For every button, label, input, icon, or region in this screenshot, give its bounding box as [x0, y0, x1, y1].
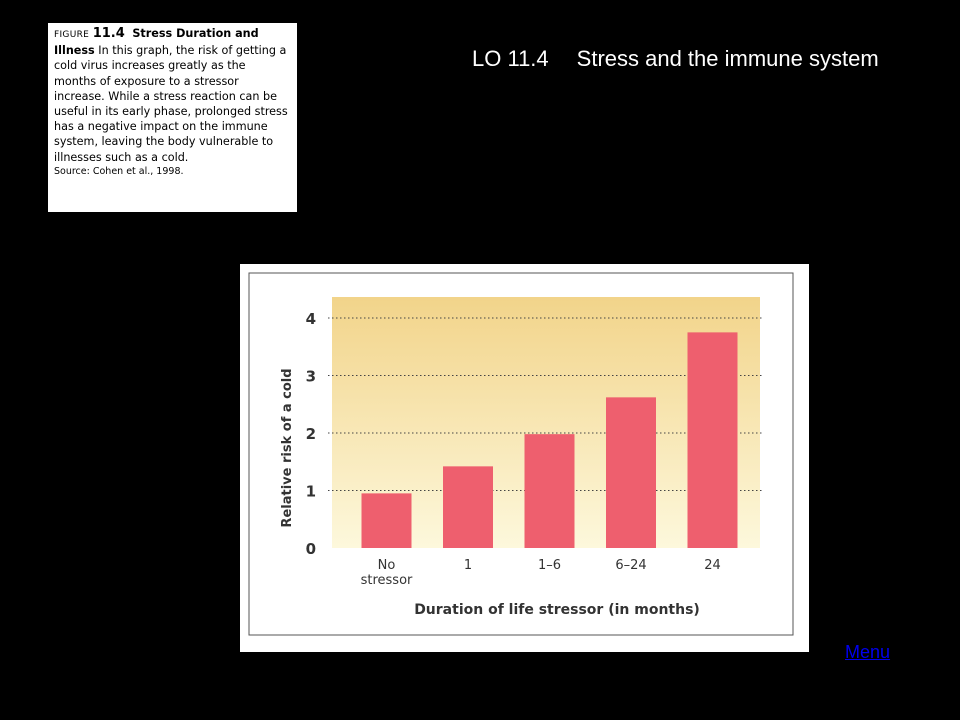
bar-chart: 0 1 2 3 4 No stressor 1 1–6 6–24 24 Relative risk… [248, 272, 794, 636]
menu-link[interactable]: Menu [845, 642, 891, 662]
x-tick-label: No stressor [361, 558, 413, 588]
slide-title-text: Stress and the immune system [576, 46, 879, 71]
y-tick-label: 0 [306, 540, 316, 558]
chart-panel: 0 1 2 3 4 No stressor 1 1–6 6–24 24 Relative risk… [240, 264, 809, 652]
bar [524, 434, 575, 548]
figure-title: Stress Duration and Illness [54, 27, 259, 58]
x-tick-label: 1–6 [538, 558, 561, 573]
x-tick-label: 1 [464, 558, 472, 573]
figure-label: FIGURE [54, 30, 90, 40]
y-tick-label: 4 [306, 310, 316, 328]
slide-title-code: LO 11.4 [472, 46, 549, 71]
x-tick-label: 24 [704, 558, 721, 573]
y-axis-label: Relative risk of a cold [280, 368, 295, 527]
bar [687, 332, 738, 548]
chart-border [248, 272, 794, 636]
figure-caption: FIGURE 11.4 Stress Duration and Illness … [48, 23, 297, 212]
figure-caption-body: In this graph, the risk of getting a col… [54, 44, 288, 164]
y-tick-label: 1 [306, 483, 316, 501]
bar [606, 397, 656, 548]
x-axis-label: Duration of life stressor (in months) [414, 602, 700, 618]
figure-source: Source: Cohen et al., 1998. [54, 165, 184, 177]
bar [443, 466, 493, 548]
x-tick-label: 6–24 [615, 558, 646, 573]
y-tick-label: 3 [306, 368, 316, 386]
y-tick-label: 2 [306, 425, 316, 443]
slide-title: LO 11.4 Stress and the immune system [472, 46, 879, 72]
bar [361, 493, 412, 548]
figure-number: 11.4 [92, 26, 125, 41]
